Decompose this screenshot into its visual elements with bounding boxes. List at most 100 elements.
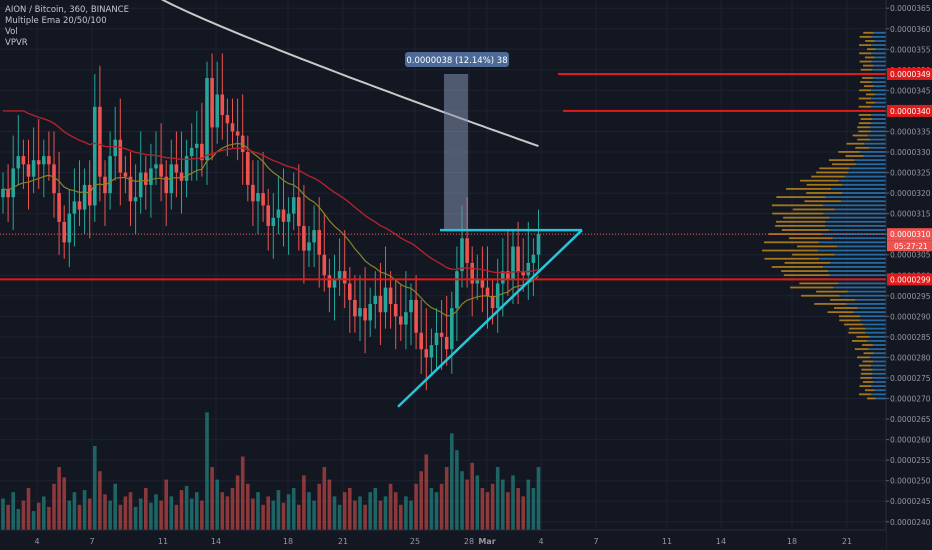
volume-bar: [128, 492, 133, 530]
legend-ema[interactable]: Multiple Ema 20/50/100: [5, 16, 107, 26]
candle-body: [261, 193, 265, 206]
candle-body: [506, 271, 510, 280]
legend-vpvr[interactable]: VPVR: [5, 38, 28, 48]
vpvr-bar-down: [858, 105, 871, 108]
resistance-tag-1-box: [887, 67, 932, 80]
candle-body: [393, 304, 398, 317]
grid: [0, 0, 886, 530]
volume-bar: [123, 496, 128, 530]
candle-body: [184, 156, 189, 181]
candle-body: [327, 275, 332, 288]
volume-bar: [57, 467, 61, 530]
candle-body: [57, 193, 61, 222]
candle: [251, 160, 255, 226]
volume-bar: [485, 492, 490, 530]
candle-body: [480, 279, 485, 288]
candle: [373, 271, 378, 329]
vpvr-bar-up: [830, 261, 886, 264]
vpvr-bar-down: [800, 179, 839, 182]
volume-bar: [77, 504, 82, 530]
countdown-tag-text: 05:27:21: [894, 242, 928, 251]
candle: [72, 168, 77, 247]
ema-20-line: [2, 142, 539, 317]
vpvr-bar-down: [799, 282, 839, 285]
candle: [205, 61, 209, 185]
vpvr-bar-up: [873, 381, 886, 383]
candle-body: [149, 168, 153, 185]
support-tag: 0.0000299: [887, 273, 932, 286]
candle: [108, 131, 112, 210]
vpvr-bar-up: [871, 89, 886, 92]
vpvr-bar-up: [825, 224, 886, 227]
vpvr-bar-up: [818, 241, 886, 244]
legend-vol[interactable]: Vol: [5, 27, 18, 37]
candle: [501, 238, 505, 317]
volume-bar: [159, 500, 163, 530]
vpvr-bar-down: [864, 389, 875, 392]
volume-bar: [246, 483, 250, 530]
vpvr-bar-up: [839, 294, 886, 297]
vpvr-bar-up: [871, 385, 886, 388]
candle: [42, 139, 46, 198]
vpvr-bar-up: [875, 48, 886, 51]
candle-body: [195, 143, 199, 148]
candle: [21, 139, 26, 189]
candle: [424, 308, 429, 391]
candle: [98, 65, 102, 202]
candle: [261, 152, 265, 222]
time-tick-label: 18: [787, 537, 797, 546]
volume-bar: [184, 485, 189, 530]
vpvr-bar-up: [828, 270, 886, 272]
resistance-tag-1-text: 0.0000349: [890, 70, 931, 79]
time-tick-label: 28: [464, 537, 474, 546]
volume-bar: [31, 511, 36, 530]
vpvr-bar-down: [762, 249, 818, 252]
volume-bar: [490, 483, 495, 530]
volume-bar: [291, 488, 296, 530]
vpvr-bar-down: [851, 340, 868, 342]
vpvr-bar-down: [838, 151, 860, 153]
vpvr-bar-down: [814, 303, 847, 305]
candle: [291, 172, 296, 231]
candle-body: [521, 271, 525, 276]
vpvr-bar-down: [859, 364, 872, 367]
volume-bar: [118, 504, 123, 530]
vpvr-bar-down: [838, 315, 861, 318]
price-tick-label: 0.0000365: [890, 4, 931, 13]
vpvr-bar-up: [873, 85, 886, 88]
time-axis-background: [0, 530, 886, 550]
candle: [235, 98, 240, 161]
vpvr-bar-down: [827, 311, 854, 314]
price-tick-label: 0.0000270: [890, 395, 931, 404]
candle: [266, 188, 270, 251]
vpvr-bar-up: [842, 183, 886, 186]
vpvr-bar-up: [875, 397, 886, 400]
vpvr-bar-down: [852, 134, 868, 137]
vpvr-bar-down: [816, 171, 848, 174]
candle: [307, 225, 311, 268]
time-tick-label: 14: [716, 537, 726, 546]
vpvr-bar-up: [869, 146, 886, 149]
candle-body: [138, 172, 143, 198]
candle: [246, 135, 250, 202]
candle: [57, 152, 61, 255]
current-price-tag-box: [887, 228, 932, 241]
legend-symbol[interactable]: AION / Bitcoin, 360, BINANCE: [5, 5, 129, 15]
time-tick-label: 4: [34, 537, 39, 546]
vpvr-bar-down: [776, 196, 826, 199]
candle-body: [164, 176, 168, 194]
vpvr-bar-down: [855, 146, 870, 149]
vpvr-bar-up: [862, 323, 886, 326]
candle: [521, 238, 525, 292]
volume-bar: [312, 500, 316, 530]
volume-bar: [195, 492, 199, 530]
volume-bar: [281, 502, 286, 530]
ema-50-line: [3, 110, 539, 274]
vpvr-bar-down: [859, 52, 872, 55]
volume-bar: [98, 471, 102, 530]
vpvr-bar-up: [865, 331, 886, 334]
candle: [113, 106, 117, 181]
volume-bar: [67, 500, 72, 530]
candle: [271, 193, 276, 259]
